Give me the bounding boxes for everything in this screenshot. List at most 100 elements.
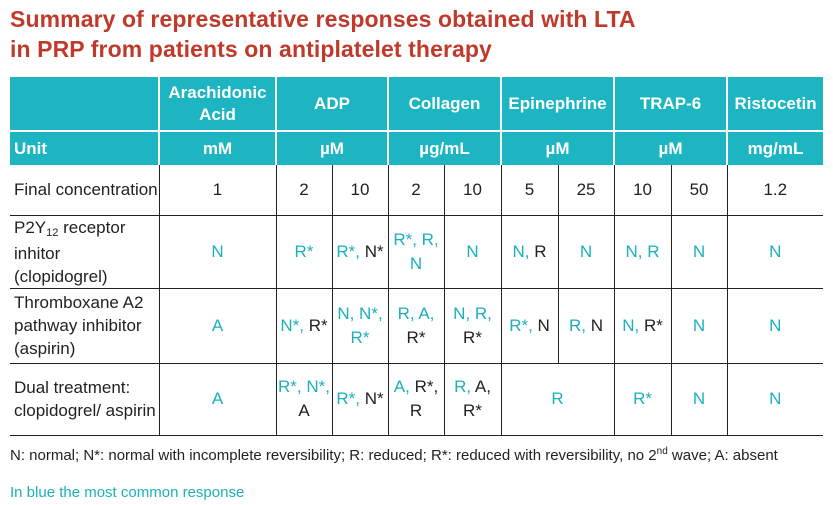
- unit-collagen: µg/mL: [386, 130, 502, 165]
- response-cell: R: [500, 363, 615, 436]
- response-cell: R*, R, N: [387, 215, 444, 289]
- response-cell: R*, N*: [331, 363, 388, 436]
- unit-trap-6: µM: [613, 130, 728, 165]
- response-cell: A: [158, 288, 276, 364]
- response-cell: N*, R*: [275, 288, 332, 364]
- response-cell: R*, N*, A: [275, 363, 332, 436]
- lta-response-table: Arachidonic Acid ADP Collagen Epinephrin…: [10, 77, 824, 436]
- common-response: R*,: [509, 315, 538, 335]
- row-label: P2Y12 receptor inhitor (clopidogrel): [10, 215, 159, 289]
- header-ristocetin: Ristocetin: [726, 77, 824, 131]
- header-corner: [10, 77, 159, 131]
- unit-adp: µM: [275, 130, 388, 165]
- concentration-row: Final concentration 1 2 10 2 10 5 25 10 …: [10, 165, 824, 216]
- common-response: R*: [294, 241, 314, 261]
- row-label-part: P2Y: [14, 217, 47, 237]
- table-row: Dual treatment: clopidogrel/ aspirin A R*,…: [10, 363, 824, 436]
- common-response: N: [769, 241, 782, 261]
- table-title: Summary of representative responses obta…: [10, 4, 636, 64]
- other-response: N: [590, 315, 604, 335]
- row-label: Thromboxane A2 pathway inhibitor (aspiri…: [10, 288, 159, 364]
- concentration-cell: 1: [158, 165, 276, 216]
- response-cell: N: [726, 215, 824, 289]
- concentration-label: Final concentration: [10, 165, 159, 216]
- common-response: N: [692, 315, 706, 335]
- common-response: R,: [569, 315, 591, 335]
- header-arachidonic-acid: Arachidonic Acid: [158, 77, 276, 131]
- legend-footnote: N: normal; N*: normal with incomplete re…: [10, 443, 825, 464]
- footnote-text: N: normal; N*: normal with incomplete re…: [10, 447, 657, 464]
- common-response: N,: [512, 241, 535, 261]
- row-label-part: 12: [46, 226, 59, 239]
- common-response: R, A,: [397, 303, 435, 323]
- response-cell: R*: [275, 215, 332, 289]
- row-label-part: Dual treatment: clopidogrel/ aspirin: [14, 378, 156, 420]
- unit-label: Unit: [10, 130, 159, 165]
- other-response: A, R*: [463, 377, 491, 420]
- common-response: R,: [454, 377, 475, 396]
- common-response: N: [769, 315, 782, 335]
- response-cell: A: [158, 363, 276, 436]
- common-response: N: [692, 241, 706, 261]
- common-response: N*,: [280, 315, 309, 335]
- other-response: R*: [643, 315, 663, 335]
- unit-arachidonic-acid: mM: [158, 130, 276, 165]
- response-cell: N: [557, 215, 615, 289]
- response-cell: N, N*, R*: [331, 288, 388, 364]
- other-response: N*: [364, 389, 384, 408]
- response-cell: R*: [613, 363, 672, 436]
- response-cell: N: [158, 215, 276, 289]
- common-response-note: In blue the most common response: [10, 484, 245, 501]
- common-response: N: [692, 389, 706, 408]
- footnote-text-end: wave; A: absent: [667, 447, 778, 464]
- response-cell: R, N: [557, 288, 615, 364]
- common-response: R*: [633, 389, 652, 408]
- common-response: R*,: [336, 389, 365, 408]
- row-label-part: receptor inhitor (clopidogrel): [14, 217, 126, 286]
- unit-ristocetin: mg/mL: [726, 130, 824, 165]
- concentration-cell: 10: [443, 165, 502, 216]
- common-response: N: [579, 241, 593, 261]
- concentration-cell: 25: [557, 165, 615, 216]
- common-response: A: [211, 389, 224, 408]
- common-response: N,: [622, 315, 644, 335]
- response-cell: R, A, R*: [443, 363, 502, 436]
- footnote-sup: nd: [656, 446, 668, 457]
- header-epinephrine: Epinephrine: [500, 77, 615, 131]
- header-trap-6: TRAP-6: [613, 77, 728, 131]
- response-cell: A, R*, R: [387, 363, 444, 436]
- header-collagen: Collagen: [386, 77, 502, 131]
- other-response: N*: [364, 241, 384, 261]
- common-response: R*, R, N: [393, 229, 439, 273]
- concentration-cell: 2: [387, 165, 444, 216]
- title-line-2: in PRP from patients on antiplatelet the…: [10, 36, 492, 62]
- common-response: A,: [393, 377, 415, 396]
- response-cell: N: [443, 215, 502, 289]
- row-label-part: Thromboxane A2 pathway inhibitor (aspiri…: [14, 293, 144, 358]
- concentration-cell: 10: [613, 165, 672, 216]
- response-cell: N, R: [500, 215, 559, 289]
- concentration-cell: 2: [275, 165, 332, 216]
- response-cell: R*, N: [500, 288, 559, 364]
- concentration-cell: 10: [331, 165, 388, 216]
- common-response: N: [466, 241, 479, 261]
- table-row: P2Y12 receptor inhitor (clopidogrel) N R* R…: [10, 215, 824, 289]
- other-response: R: [534, 241, 547, 261]
- response-cell: R, A, R*: [387, 288, 444, 364]
- common-response: N, R,: [453, 303, 492, 323]
- common-response: N, R: [625, 241, 660, 261]
- other-response: A: [298, 401, 310, 420]
- other-response: R*: [308, 315, 328, 335]
- title-line-1: Summary of representative responses obta…: [10, 6, 636, 32]
- response-cell: R*, N*: [331, 215, 388, 289]
- common-response: A: [211, 315, 224, 335]
- common-response: R*,: [336, 241, 365, 261]
- row-label: Dual treatment: clopidogrel/ aspirin: [10, 363, 159, 436]
- common-response: N, N*, R*: [337, 303, 383, 347]
- common-response: R: [551, 389, 564, 408]
- common-response: N: [769, 389, 782, 408]
- other-response: N: [537, 315, 550, 335]
- other-response: R*: [463, 327, 482, 347]
- agonist-header-row: Arachidonic Acid ADP Collagen Epinephrin…: [10, 77, 824, 131]
- common-response: R*, N*,: [278, 377, 330, 396]
